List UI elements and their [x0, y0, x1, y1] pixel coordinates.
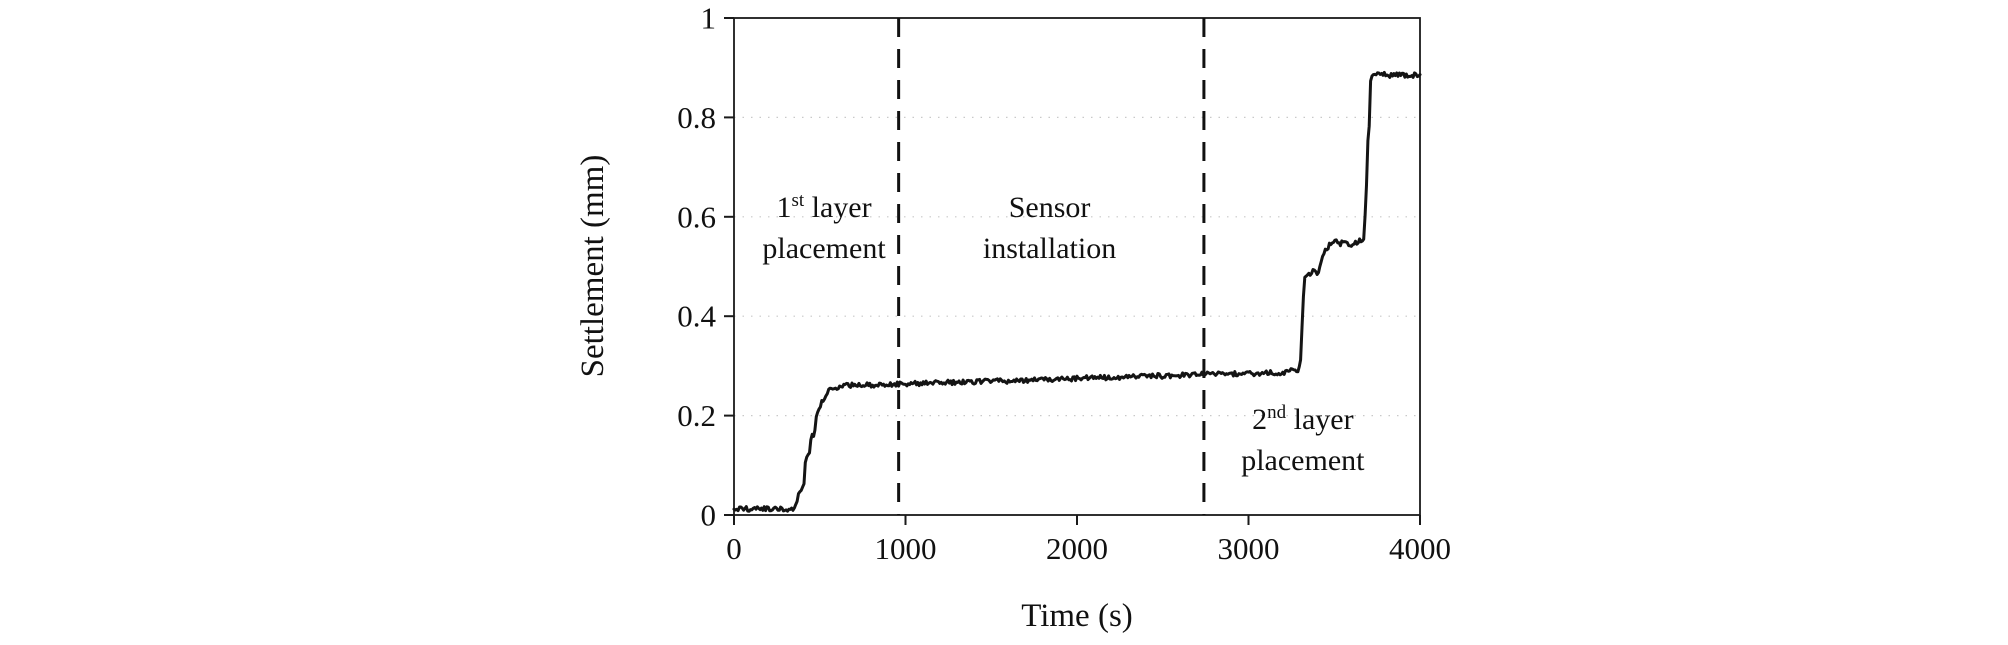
- annotation-text: installation: [983, 232, 1116, 265]
- y-tick-label: 0: [701, 498, 717, 533]
- annotation-text: 2nd layer: [1252, 402, 1353, 436]
- x-tick-label: 0: [726, 531, 742, 566]
- annotation-text: 1st layer: [776, 190, 871, 224]
- y-tick-label: 0.6: [677, 199, 716, 234]
- x-tick-label: 3000: [1218, 531, 1280, 566]
- x-tick-label: 2000: [1046, 531, 1108, 566]
- series-settlement-line: [732, 70, 1422, 513]
- y-tick-label: 0.2: [677, 398, 716, 433]
- annotation-text: placement: [1241, 444, 1365, 477]
- y-tick-label: 0.4: [677, 299, 716, 334]
- x-tick-label: 1000: [875, 531, 937, 566]
- y-tick-label: 0.8: [677, 100, 716, 135]
- plot-border: [733, 17, 1421, 516]
- x-axis-label: Time (s): [1021, 598, 1133, 634]
- annotation-text: Sensor: [1009, 191, 1091, 224]
- x-tick-label: 4000: [1389, 531, 1451, 566]
- annotation-text: placement: [762, 232, 886, 265]
- y-tick-label: 1: [701, 1, 717, 36]
- y-axis-label: Settlement (mm): [575, 154, 611, 378]
